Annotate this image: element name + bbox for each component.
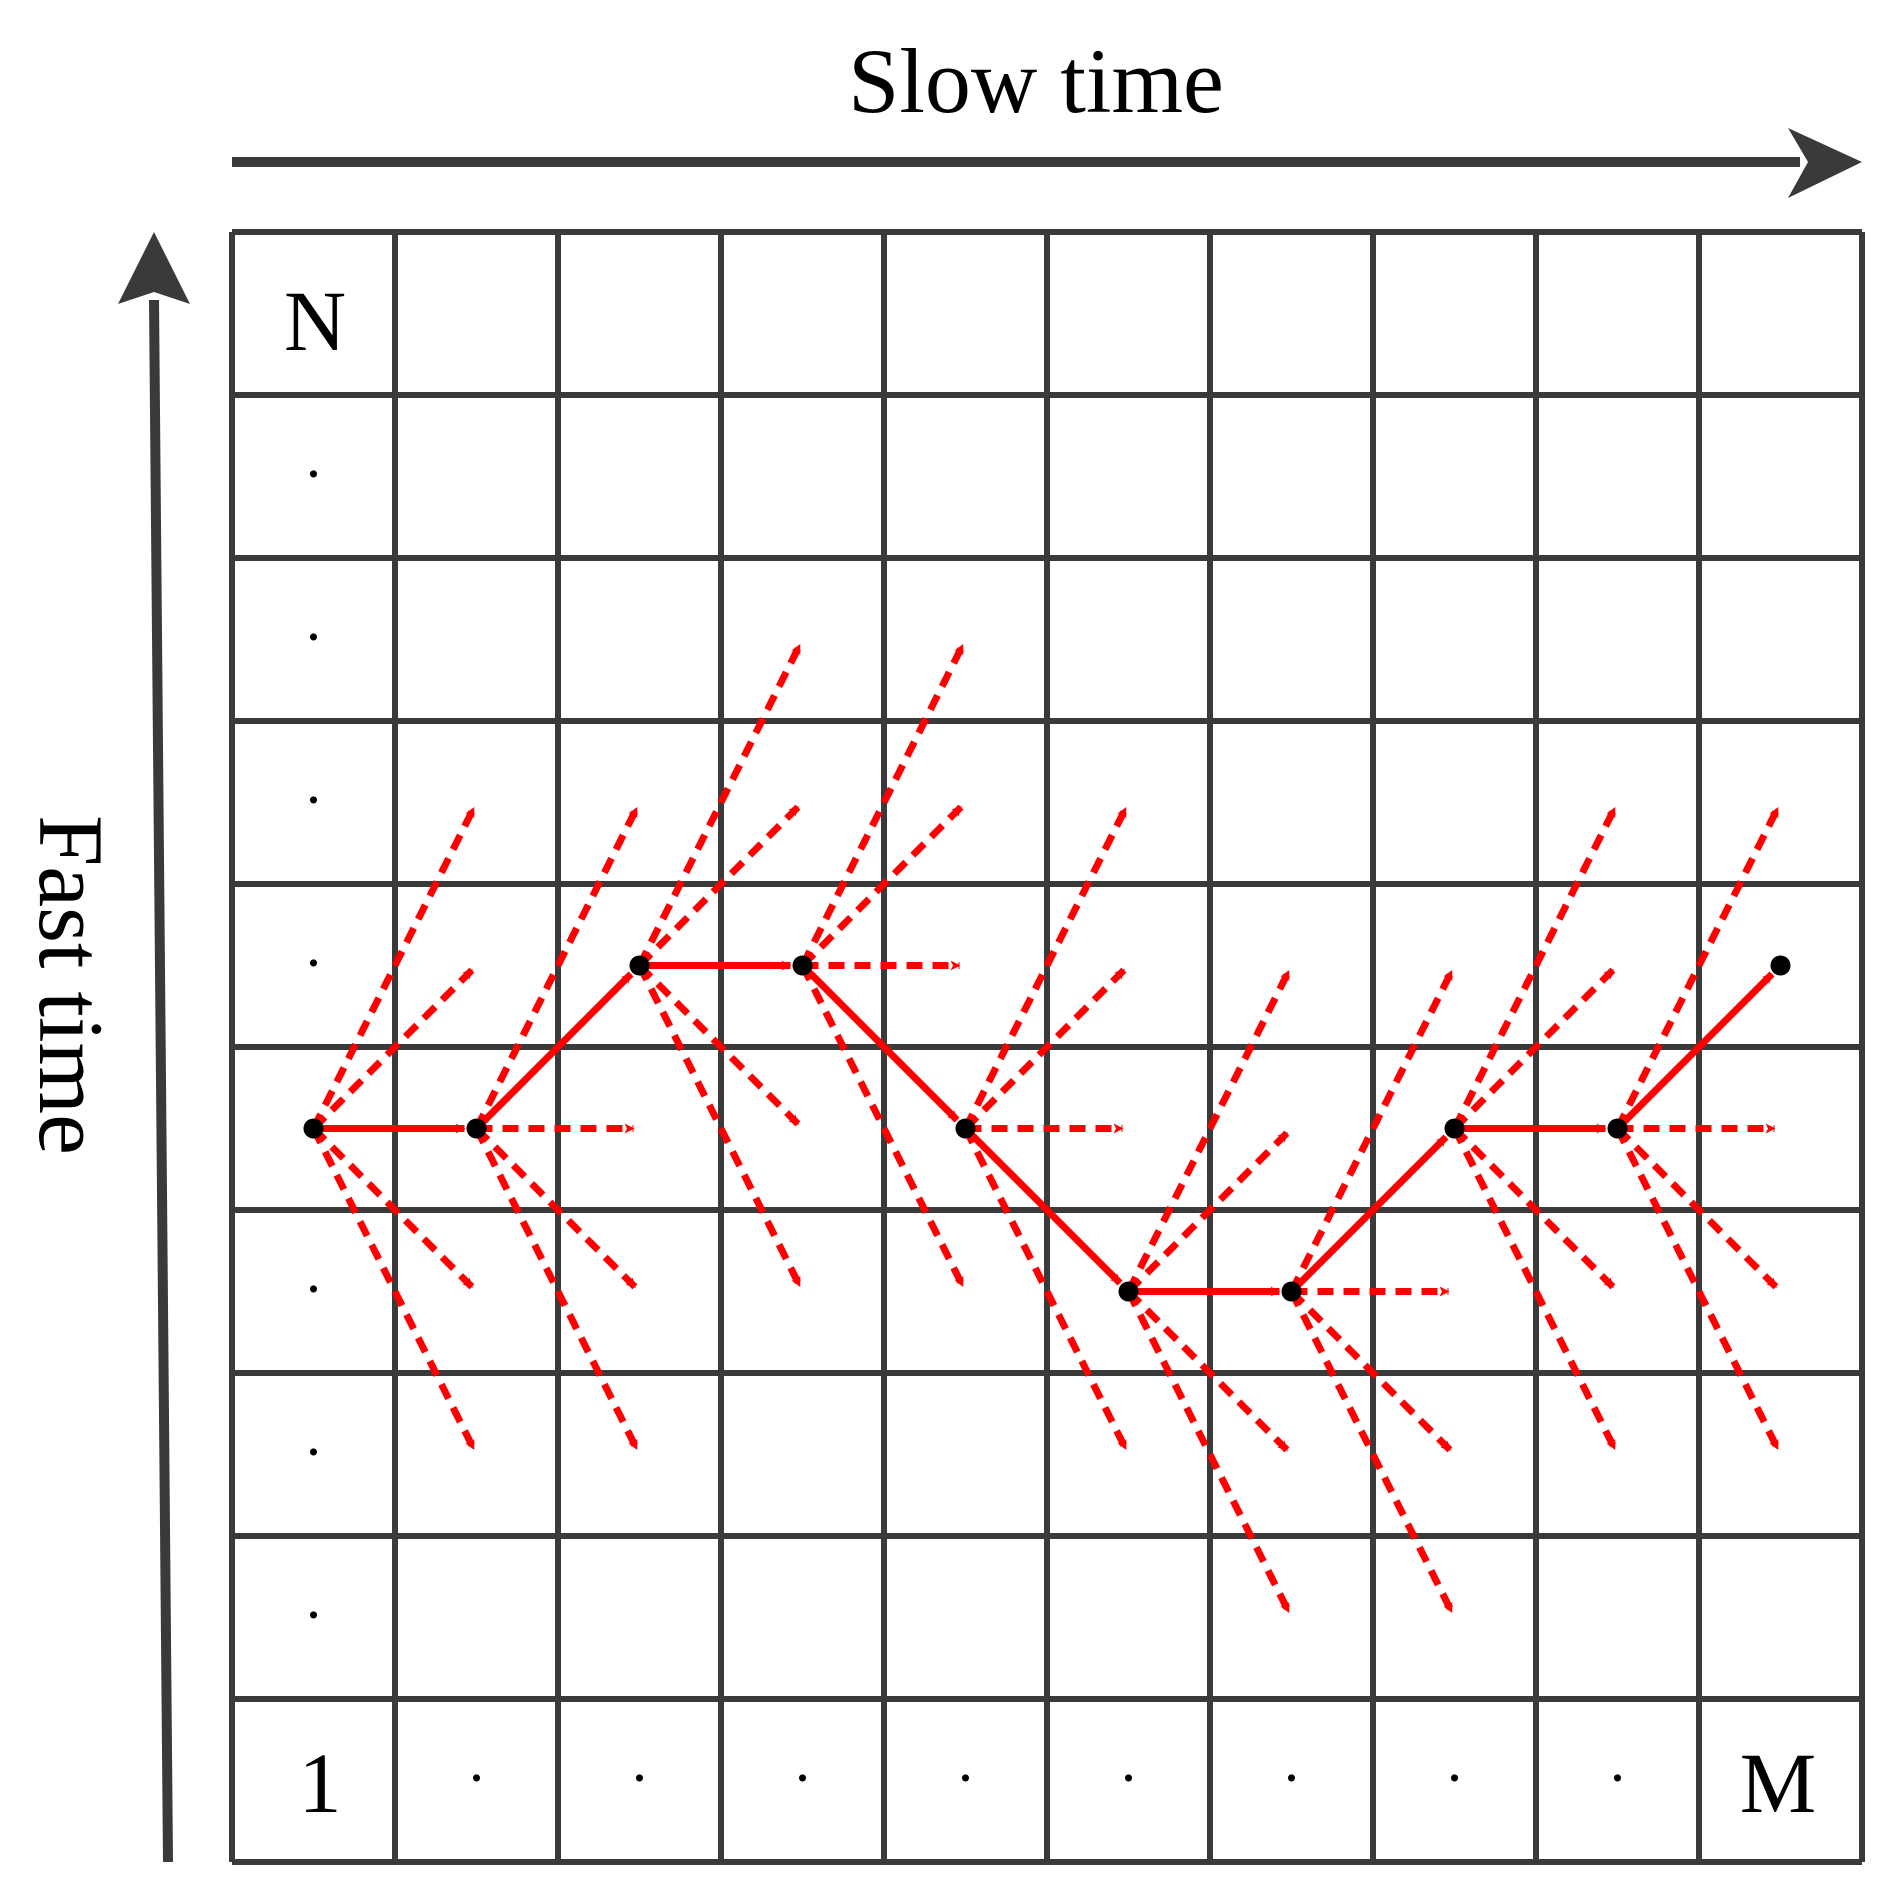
ellipsis-dot: . [1447,1728,1462,1794]
candidate-transition-arrow [473,1126,640,1451]
slow-time-arrow-icon [1788,128,1862,198]
ellipsis-dot: . [306,424,321,490]
candidate-transition-arrow [1452,967,1616,1131]
track-transition-arrow [1615,971,1775,1131]
candidate-transition-arrow [962,1126,1129,1451]
candidate-transition-arrow [311,1126,475,1290]
track-nodes [303,955,1791,1302]
candidate-transition-arrow [311,967,475,1131]
ellipsis-dot: . [1284,1728,1299,1794]
track-node [792,955,813,976]
candidate-transition-arrow [1614,806,1781,1131]
candidate-transition-arrow [474,1126,638,1290]
candidate-transition-arrow [310,1126,477,1451]
track-transition-arrow [474,971,634,1131]
slow-time-label: Slow time [848,30,1224,132]
ellipsis-dot: . [469,1728,484,1794]
track-node [955,1118,976,1139]
candidate-transition-arrow [1452,1126,1616,1290]
track-node [1118,1281,1139,1302]
ellipsis-dot: . [306,913,321,979]
track-node [466,1118,487,1139]
ellipsis-dot: . [795,1728,810,1794]
candidate-transition-arrow [1451,806,1618,1131]
candidate-transition-arrow [1614,1126,1781,1451]
candidate-transition-arrow [473,806,640,1131]
track-node [1281,1281,1302,1302]
candidate-transition-arrow [1125,1289,1292,1614]
candidate-transition-arrow [310,806,477,1131]
ellipsis-dot: . [306,1565,321,1631]
candidate-transition-arrow [1451,1126,1618,1451]
candidate-transition-arrow [962,806,1129,1131]
ellipsis-dot: . [306,750,321,816]
fast-time-arrow-icon [118,232,190,304]
candidate-transitions [310,643,1781,1614]
track-transition-arrow [1289,1134,1449,1294]
grid-labels: N 1 M [284,273,1816,1831]
ellipsis-dot: . [306,1402,321,1468]
fast-time-label: Fast time [20,815,122,1155]
candidate-transition-arrow [1126,1130,1290,1294]
ellipsis-dot: . [1121,1728,1136,1794]
origin-label: 1 [299,1735,342,1831]
range-doppler-grid [229,229,1865,1865]
candidate-transition-arrow [1126,1289,1290,1453]
candidate-transition-arrow [963,967,1127,1131]
target-track [313,960,1775,1297]
candidate-transition-arrow [637,804,801,968]
candidate-transition-arrow [1288,969,1455,1294]
fast-time-axis-line [149,299,173,1863]
ellipsis-dot: . [1610,1728,1625,1794]
track-transition-arrow [963,1126,1123,1286]
track-node [629,955,650,976]
slow-time-axis: Slow time [232,30,1862,198]
candidate-transition-arrow [637,963,801,1127]
candidate-transition-arrow [799,963,966,1288]
track-node [1607,1118,1628,1139]
track-node [303,1118,324,1139]
fast-time-top-label: N [284,273,346,369]
candidate-transition-arrow [799,643,966,968]
track-node [1444,1118,1465,1139]
candidate-transition-arrow [1615,1126,1779,1290]
ellipsis-dot: . [958,1728,973,1794]
candidate-transition-arrow [1125,969,1292,1294]
candidate-transition-arrow [1289,1289,1453,1453]
candidate-transition-arrow [636,963,803,1288]
fast-time-axis: Fast time [20,232,190,1863]
candidate-transition-arrow [800,804,964,968]
slow-time-end-label: M [1740,1735,1816,1831]
ellipsis-dot: . [306,587,321,653]
candidate-transition-arrow [1288,1289,1455,1614]
track-transition-arrow [800,963,960,1123]
candidate-transition-arrow [636,643,803,968]
ellipsis-dot: . [632,1728,647,1794]
ellipsis-dots: ................ [306,424,1625,1794]
track-node [1770,955,1791,976]
ellipsis-dot: . [306,1239,321,1305]
